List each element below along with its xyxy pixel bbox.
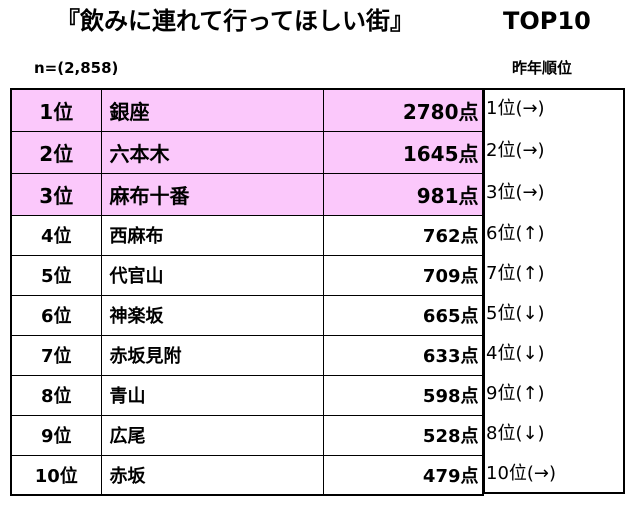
table-row: 3位 麻布十番 981点 (10, 172, 484, 216)
previous-rank-cell: 9位(↑) (486, 383, 545, 404)
previous-rank-column (482, 88, 625, 494)
table-row: 4位 西麻布 762点 (10, 214, 484, 256)
score-cell: 2780点 (322, 88, 484, 132)
score-cell: 633点 (322, 334, 484, 376)
town-name-cell: 神楽坂 (100, 294, 324, 336)
table-row: 5位 代官山 709点 (10, 254, 484, 296)
table-row: 1位 銀座 2780点 (10, 88, 484, 132)
score-cell: 981点 (322, 172, 484, 216)
town-name-cell: 西麻布 (100, 214, 324, 256)
previous-rank-cell: 5位(↓) (486, 303, 545, 324)
score-cell: 1645点 (322, 130, 484, 174)
rank-cell: 8位 (10, 374, 102, 416)
town-name-cell: 青山 (100, 374, 324, 416)
ranking-table: 1位 銀座 2780点 2位 六本木 1645点 3位 麻布十番 981点 4位 西麻布 762点 5位… (10, 88, 484, 496)
previous-rank-header: 昨年順位 (512, 59, 573, 77)
ranking-table-body: 1位 銀座 2780点 2位 六本木 1645点 3位 麻布十番 981点 4位 西麻布 762点 5位… (10, 88, 484, 496)
rank-cell: 2位 (10, 130, 102, 174)
table-row: 8位 青山 598点 (10, 374, 484, 416)
town-name-cell: 麻布十番 (100, 172, 324, 216)
previous-rank-cell: 10位(→) (486, 463, 557, 484)
table-row: 9位 広尾 528点 (10, 414, 484, 456)
previous-rank-cell: 8位(↓) (486, 423, 545, 444)
score-cell: 665点 (322, 294, 484, 336)
town-name-cell: 広尾 (100, 414, 324, 456)
town-name-cell: 六本木 (100, 130, 324, 174)
sample-size-label: n=(2,858) (34, 59, 119, 77)
previous-rank-cell: 2位(→) (486, 140, 545, 161)
rank-cell: 1位 (10, 88, 102, 132)
score-cell: 598点 (322, 374, 484, 416)
previous-rank-cell: 4位(↓) (486, 343, 545, 364)
town-name-cell: 銀座 (100, 88, 324, 132)
rank-cell: 7位 (10, 334, 102, 376)
rank-cell: 9位 (10, 414, 102, 456)
town-name-cell: 代官山 (100, 254, 324, 296)
score-cell: 709点 (322, 254, 484, 296)
previous-rank-cell: 1位(→) (486, 98, 545, 119)
table-row: 2位 六本木 1645点 (10, 130, 484, 174)
previous-rank-cell: 6位(↑) (486, 223, 545, 244)
table-row: 10位 赤坂 479点 (10, 454, 484, 496)
table-row: 7位 赤坂見附 633点 (10, 334, 484, 376)
rank-cell: 3位 (10, 172, 102, 216)
chart-title: 『飲みに連れて行ってほしい街』 (55, 7, 415, 35)
rank-cell: 5位 (10, 254, 102, 296)
town-name-cell: 赤坂 (100, 454, 324, 496)
score-cell: 528点 (322, 414, 484, 456)
rank-cell: 10位 (10, 454, 102, 496)
previous-rank-cell: 7位(↑) (486, 263, 545, 284)
score-cell: 479点 (322, 454, 484, 496)
table-row: 6位 神楽坂 665点 (10, 294, 484, 336)
score-cell: 762点 (322, 214, 484, 256)
rank-cell: 6位 (10, 294, 102, 336)
previous-rank-cell: 3位(→) (486, 182, 545, 203)
town-name-cell: 赤坂見附 (100, 334, 324, 376)
chart-title-suffix: TOP10 (503, 7, 591, 35)
rank-cell: 4位 (10, 214, 102, 256)
